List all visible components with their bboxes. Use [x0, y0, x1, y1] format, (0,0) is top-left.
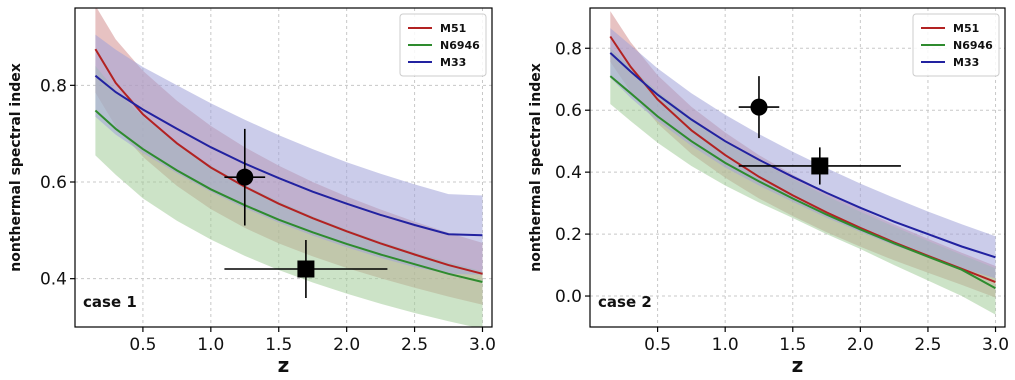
series-line-m33: [609, 52, 996, 259]
x-tick-label: 1.0: [197, 335, 224, 355]
plot-area: [94, 8, 483, 327]
x-tick-label: 2.5: [401, 335, 428, 355]
x-tick-label: 2.0: [847, 335, 874, 355]
series-line-n6946: [609, 75, 996, 290]
x-tick-label: 1.5: [779, 335, 806, 355]
plot-area: [609, 11, 996, 315]
data-point-circle: [224, 128, 266, 226]
data-point-square: [224, 240, 388, 298]
x-tick-label: 3.0: [469, 335, 496, 355]
band-m33: [610, 28, 996, 279]
y-axis-label: nonthermal spectral index: [8, 63, 24, 272]
chart-panel-2: 0.5 1.0 1.5 2.0 2.5 3.0 0.0 0.2 0.4 0.6 0.8 z nonthe…: [528, 7, 1009, 377]
legend: M51 N6946 M33: [912, 13, 1000, 77]
plot-frame: [589, 7, 1006, 328]
band-n6946: [610, 48, 996, 315]
plot-frame: [74, 7, 493, 328]
chart-panel-1: 0.5 1.0 1.5 2.0 2.5 3.0 0.4 0.6 0.8 z nonthermal s…: [8, 7, 496, 377]
series-line-m33: [94, 74, 483, 237]
legend-box: [912, 13, 1000, 77]
marker-square: [297, 260, 315, 278]
marker-circle: [236, 168, 254, 186]
legend-label-n6946: N6946: [953, 39, 993, 52]
y-tick-label: 0.0: [555, 287, 582, 307]
marker-circle: [750, 98, 768, 116]
series-line-n6946: [94, 109, 483, 283]
y-tick-label: 0.6: [40, 173, 67, 193]
series-line-m51: [94, 48, 483, 275]
legend-label-m51: M51: [953, 22, 979, 35]
data-point-square: [738, 147, 901, 185]
y-tick-label: 0.4: [40, 270, 67, 290]
x-tick-label: 2.5: [914, 335, 941, 355]
y-tick-label: 0.2: [555, 225, 582, 245]
x-tick-label: 0.5: [644, 335, 671, 355]
x-tick-label: 1.5: [265, 335, 292, 355]
legend: M51 N6946 M33: [399, 13, 487, 77]
legend-label-m33: M33: [953, 56, 979, 69]
marker-square: [811, 157, 829, 175]
x-tick-label: 1.0: [712, 335, 739, 355]
data-point-circle: [738, 76, 780, 139]
x-tick-label: 3.0: [982, 335, 1009, 355]
legend-box: [399, 13, 487, 77]
x-tick-label: 0.5: [129, 335, 156, 355]
y-tick-label: 0.8: [555, 39, 582, 59]
y-axis-label: nonthermal spectral index: [528, 63, 544, 272]
y-tick-label: 0.6: [555, 101, 582, 121]
y-tick-label: 0.8: [40, 76, 67, 96]
legend-label-m33: M33: [440, 56, 466, 69]
band-m33: [95, 34, 483, 275]
y-tick-label: 0.4: [555, 163, 582, 183]
legend-label-n6946: N6946: [440, 39, 480, 52]
x-axis-label: z: [792, 353, 804, 377]
band-n6946: [95, 66, 483, 327]
legend-label-m51: M51: [440, 22, 466, 35]
case-label: case 2: [598, 293, 652, 311]
x-tick-label: 2.0: [333, 335, 360, 355]
x-axis-label: z: [278, 353, 290, 377]
case-label: case 1: [83, 293, 137, 311]
